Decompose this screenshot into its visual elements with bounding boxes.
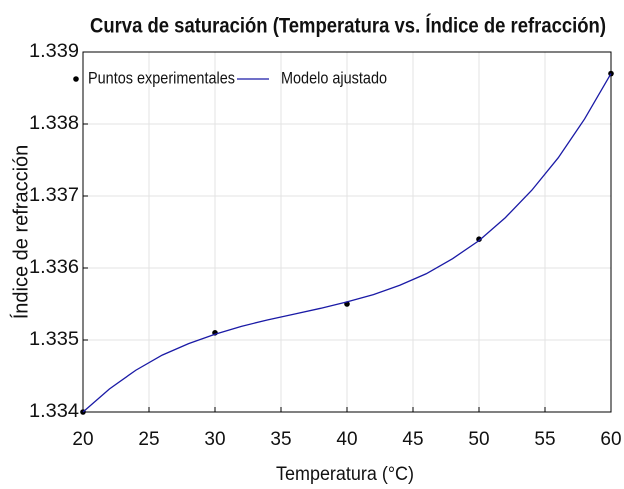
x-tick-label: 45	[402, 429, 423, 450]
y-axis-label: Índice de refracción	[9, 145, 32, 320]
x-tick-label: 35	[270, 429, 291, 450]
plot-frame	[82, 51, 612, 413]
data-point	[608, 70, 614, 77]
x-tick-label: 25	[138, 429, 159, 450]
legend-label: Modelo ajustado	[281, 68, 387, 87]
legend-marker	[73, 76, 79, 82]
fit-line	[82, 73, 612, 413]
x-tick-label: 40	[336, 429, 357, 450]
x-tick-label: 50	[468, 429, 489, 450]
x-tick-label: 30	[204, 429, 225, 450]
legend-label: Puntos experimentales	[88, 68, 235, 87]
y-tick-label: 1.338	[29, 113, 79, 134]
y-tick-label: 1.337	[29, 185, 79, 206]
x-tick-label: 60	[600, 429, 621, 450]
y-tick-label: 1.334	[29, 401, 79, 422]
data-point	[476, 236, 482, 242]
x-tick-label: 55	[534, 429, 555, 450]
y-tick-label: 1.335	[29, 329, 79, 350]
x-axis-label: Temperatura (°C)	[276, 464, 414, 485]
x-tick-label: 20	[72, 429, 93, 450]
y-tick-label: 1.339	[29, 41, 79, 62]
chart-title: Curva de saturación (Temperatura vs. Índ…	[90, 15, 606, 38]
y-tick-label: 1.336	[29, 257, 79, 278]
